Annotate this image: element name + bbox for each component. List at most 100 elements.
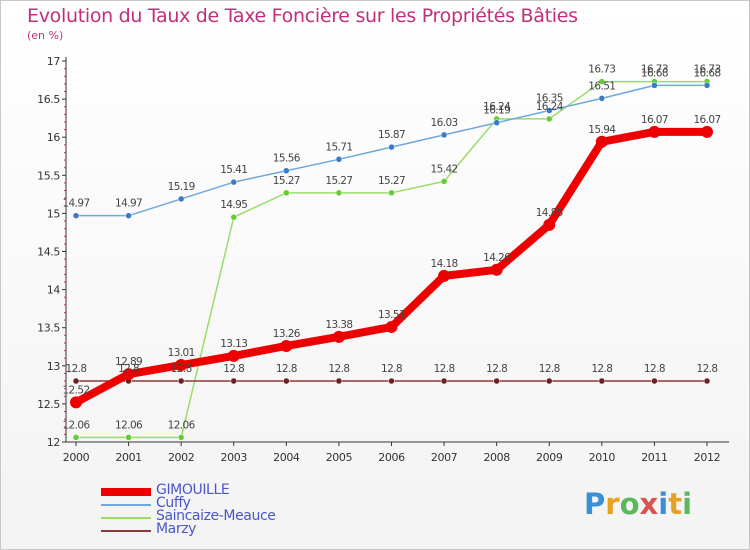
data-label: 15.27 <box>378 175 405 187</box>
data-label: 16.07 <box>641 114 668 126</box>
data-label: 12.8 <box>276 363 297 375</box>
logo-letter: x <box>639 487 659 521</box>
data-label: 15.94 <box>588 124 616 136</box>
data-point <box>598 377 606 385</box>
data-label: 16.35 <box>536 93 563 105</box>
data-point <box>283 377 290 385</box>
data-label: 16.68 <box>693 67 720 79</box>
x-tick-label: 2000 <box>63 451 90 464</box>
data-point <box>703 82 711 89</box>
data-label: 16.24 <box>536 101 564 113</box>
data-label: 12.8 <box>118 363 139 375</box>
y-tick-label: 17 <box>47 55 61 68</box>
data-point <box>230 213 237 221</box>
data-point <box>335 156 343 163</box>
x-tick-label: 2005 <box>326 451 353 464</box>
x-tick-label: 2001 <box>115 451 141 464</box>
data-point <box>177 434 185 441</box>
x-tick-label: 2002 <box>168 451 194 464</box>
data-point <box>70 396 82 409</box>
legend-label: GIMOUILLE <box>156 482 230 498</box>
data-label: 16.73 <box>693 64 720 76</box>
data-label: 13.51 <box>378 309 405 321</box>
data-label: 16.73 <box>588 64 615 76</box>
data-point <box>388 143 395 151</box>
data-point <box>598 95 606 102</box>
data-label: 13.38 <box>325 319 352 331</box>
data-point <box>72 212 80 219</box>
data-label: 14.97 <box>115 198 142 210</box>
x-tick-label: 2008 <box>483 451 510 464</box>
y-tick-label: 13.5 <box>37 322 60 335</box>
data-point <box>703 377 711 385</box>
data-label: 16.73 <box>641 64 668 76</box>
proxiti-logo: Proxiti <box>584 487 692 521</box>
data-point <box>598 78 606 85</box>
data-label: 16.19 <box>483 105 510 117</box>
data-label: 15.56 <box>273 153 301 165</box>
data-point <box>177 195 185 203</box>
data-label: 15.42 <box>431 163 458 175</box>
data-label: 13.13 <box>220 338 247 350</box>
series-line-cuffy <box>76 84 707 217</box>
data-label: 14.18 <box>431 258 458 270</box>
data-point <box>335 189 343 197</box>
logo-letter: P <box>584 487 606 521</box>
data-point <box>651 82 658 89</box>
data-point <box>440 178 448 185</box>
data-point <box>227 349 240 362</box>
data-label: 12.8 <box>539 363 560 375</box>
data-point <box>493 119 500 126</box>
y-tick-label: 14 <box>47 284 61 297</box>
y-tick-label: 12 <box>47 436 60 449</box>
data-label: 15.27 <box>325 175 352 187</box>
data-label: 13.01 <box>168 347 195 359</box>
data-point <box>438 269 451 282</box>
logo-letter: t <box>668 487 683 521</box>
data-label: 12.8 <box>644 363 665 375</box>
data-label: 12.8 <box>591 363 612 375</box>
data-point <box>543 218 556 231</box>
chart-unit-label: (en %) <box>27 29 64 42</box>
data-point <box>701 125 713 138</box>
logo-letter: i <box>658 487 669 521</box>
data-point <box>546 115 553 123</box>
data-point <box>125 212 132 219</box>
data-point <box>230 377 237 385</box>
data-label: 15.27 <box>273 175 300 187</box>
data-label: 15.41 <box>220 164 247 176</box>
data-label: 12.8 <box>223 363 244 375</box>
data-label: 16.51 <box>588 80 615 92</box>
data-label: 12.89 <box>115 356 142 368</box>
data-point <box>595 135 608 148</box>
data-point <box>388 377 395 385</box>
data-point <box>493 377 500 385</box>
logo-letter: r <box>605 487 620 521</box>
data-point <box>440 131 448 139</box>
data-point <box>72 377 80 385</box>
data-label: 12.06 <box>115 419 143 431</box>
data-label: 15.87 <box>378 129 405 141</box>
data-label: 16.07 <box>693 114 720 126</box>
x-tick-label: 2006 <box>378 451 405 464</box>
data-label: 12.8 <box>66 363 87 375</box>
y-tick-label: 15 <box>47 207 61 220</box>
data-label: 12.8 <box>328 363 349 375</box>
x-tick-label: 2007 <box>431 451 458 464</box>
x-tick-label: 2004 <box>273 451 300 464</box>
data-label: 12.52 <box>62 384 89 396</box>
data-point <box>546 107 553 114</box>
legend-swatch <box>101 517 151 519</box>
y-tick-label: 13 <box>47 360 61 373</box>
chart-title: Evolution du Taux de Taxe Foncière sur l… <box>27 5 578 27</box>
data-point <box>648 125 661 138</box>
y-tick-label: 16.5 <box>37 93 60 106</box>
y-tick-label: 12.5 <box>37 398 60 411</box>
data-point <box>490 263 503 276</box>
data-point <box>175 359 188 372</box>
legend-label: Saincaize-Meauce <box>156 508 276 524</box>
legend-swatch <box>101 530 151 532</box>
legend-label: Marzy <box>156 521 197 537</box>
